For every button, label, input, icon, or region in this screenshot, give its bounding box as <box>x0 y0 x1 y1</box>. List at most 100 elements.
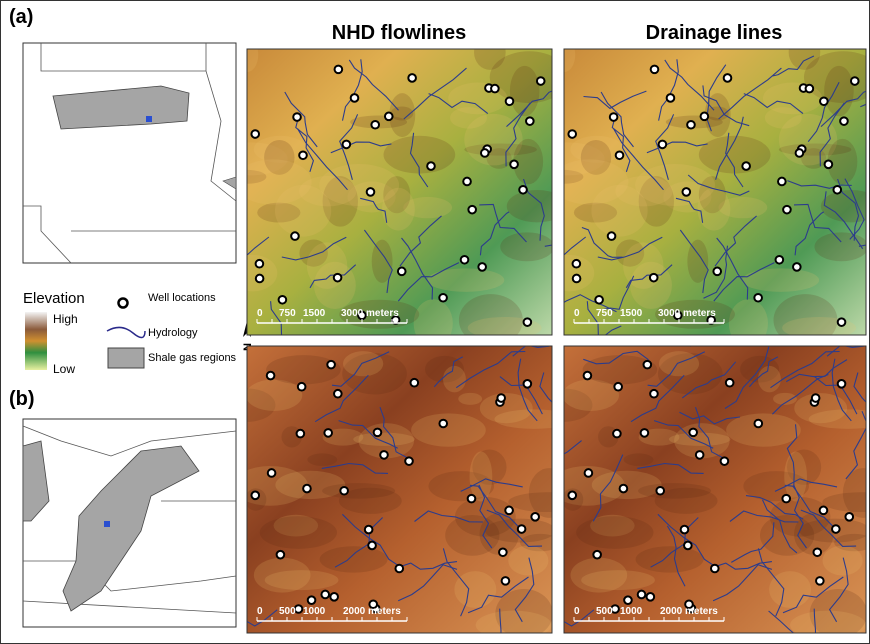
hydrology-line <box>845 410 866 480</box>
well-location <box>292 112 302 122</box>
terrain-shade <box>458 392 483 405</box>
hydrology-line <box>784 484 839 532</box>
well-location <box>818 505 829 516</box>
well-location <box>592 549 602 560</box>
hydrology-line <box>653 420 714 449</box>
hydrology-line <box>675 197 704 223</box>
terrain-shade <box>338 487 402 514</box>
well-location <box>618 483 629 494</box>
terrain-shade <box>307 453 338 466</box>
elevation <box>564 49 866 335</box>
terrain-shade <box>513 138 544 185</box>
terrain-shade <box>718 196 768 219</box>
well-location <box>396 266 407 277</box>
well-location <box>699 111 710 122</box>
terrain-shade <box>390 106 414 121</box>
scale-label: 1000 <box>620 606 643 617</box>
hydrology-line <box>647 351 706 387</box>
well-location <box>438 418 449 429</box>
well-location <box>614 150 625 161</box>
hydrology-line <box>630 374 685 423</box>
terrain-shade <box>704 93 731 138</box>
well-location <box>709 563 720 574</box>
terrain-shade <box>445 514 500 556</box>
well-location <box>498 547 508 558</box>
well-location <box>613 381 623 392</box>
well-location <box>333 388 343 399</box>
terrain-shade <box>247 254 278 292</box>
well-location <box>250 129 261 139</box>
well-location <box>320 589 331 600</box>
panel-content: 0 750 1500 3000 meters <box>247 49 552 335</box>
terrain-shade <box>299 239 328 267</box>
well-location <box>323 428 333 438</box>
hydrology-line <box>499 608 502 633</box>
hydrology-line <box>768 610 795 633</box>
terrain-shade <box>564 49 576 72</box>
terrain-shade <box>257 202 301 223</box>
terrain-shade <box>742 268 820 292</box>
scale-label: 1500 <box>620 308 643 319</box>
well-location <box>831 524 841 534</box>
well-location <box>683 540 693 551</box>
well-location <box>583 468 594 478</box>
panel-frame <box>246 48 553 336</box>
terrain-shade <box>784 451 807 502</box>
terrain-shade <box>698 135 771 174</box>
hydrology-line <box>581 226 623 258</box>
well-location <box>516 524 527 534</box>
well-location <box>655 485 666 496</box>
legend-label: Hydrology <box>148 327 198 339</box>
scale-label: 2000 meters <box>343 606 401 617</box>
hydrology-line <box>853 372 866 403</box>
hydrology-line <box>469 484 524 532</box>
scale-label: 750 <box>596 308 613 319</box>
terrain-shade <box>582 355 658 385</box>
terrain-shade <box>454 571 497 608</box>
terrain-shade <box>809 588 866 633</box>
well-location <box>332 272 343 283</box>
hydrology-line <box>757 548 785 617</box>
terrain-shade <box>758 365 781 393</box>
well-location <box>836 317 847 327</box>
hydrology-line <box>397 564 458 602</box>
well-location <box>832 184 843 195</box>
terrain-shade <box>247 466 309 506</box>
terrain-shade <box>787 449 822 485</box>
well-location <box>815 576 825 586</box>
hydrology-line <box>505 102 531 167</box>
well-location <box>836 379 847 389</box>
hydrology-line <box>724 346 770 409</box>
well-location <box>372 427 383 438</box>
well-location <box>467 204 477 215</box>
panel-content: 0 500 1000 2000 meters <box>247 346 552 633</box>
hydrology-line <box>247 236 270 256</box>
terrain-shade <box>635 546 704 573</box>
well-location <box>684 599 694 610</box>
column-title: NHD flowlines <box>332 22 466 44</box>
hydrology-line <box>703 245 729 299</box>
legend: Elevation High Low Well locations Hydrol… <box>23 290 254 376</box>
terrain-shade <box>411 413 486 447</box>
terrain-shade <box>570 557 628 593</box>
terrain-shade <box>347 181 396 213</box>
well-location <box>341 139 352 150</box>
hydrology-line <box>772 373 829 415</box>
well-location <box>383 111 394 122</box>
map-panel: 0 500 1000 2000 meters <box>246 345 553 634</box>
well-location <box>266 468 277 478</box>
well-location <box>694 450 705 460</box>
well-location <box>608 112 619 122</box>
hydrology-line <box>309 264 357 289</box>
scale-label: 1000 <box>303 606 326 617</box>
hydrology-line <box>844 178 865 240</box>
terrain-shade <box>508 545 549 576</box>
hydrology-line <box>399 215 442 267</box>
well-location <box>649 64 660 75</box>
hydrology-line <box>564 236 587 256</box>
terrain-shade <box>509 65 540 117</box>
hydrology-line <box>664 59 715 111</box>
hydrology-line <box>658 59 679 121</box>
legend-label: Low <box>53 362 75 376</box>
